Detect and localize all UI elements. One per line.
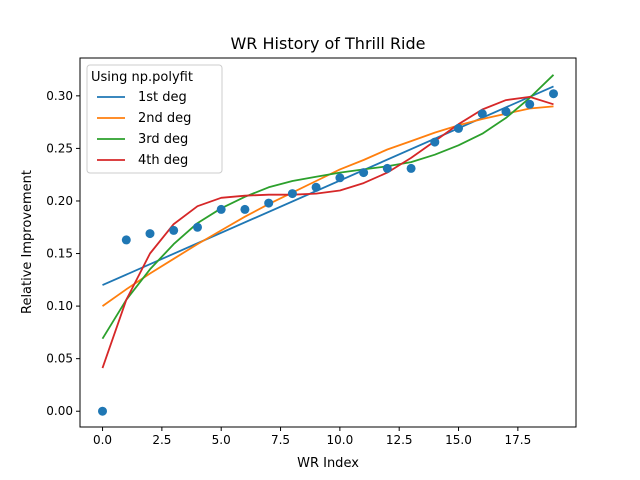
x-tick-label: 2.5 [152, 433, 171, 447]
data-point [382, 163, 392, 173]
x-tick-label: 7.5 [271, 433, 290, 447]
y-tick-label: 0.00 [46, 404, 73, 418]
plot-area: 0.0 2.5 5.0 7.5 10.0 12.5 15.0 17.5 0.00 0.05 0.1… [46, 57, 577, 447]
data-point [264, 198, 274, 208]
data-point [121, 235, 131, 245]
chart-title: WR History of Thrill Ride [230, 34, 425, 53]
data-point [169, 225, 179, 235]
data-point [549, 89, 558, 99]
data-point [525, 99, 535, 109]
data-point [477, 109, 487, 119]
legend-title: Using np.polyfit [91, 70, 193, 85]
data-point [406, 163, 416, 173]
y-axis-ticks: 0.00 0.05 0.10 0.15 0.20 0.25 0.30 [46, 89, 80, 418]
y-tick-label: 0.15 [46, 247, 73, 261]
data-point [240, 204, 250, 214]
data-point [216, 204, 226, 214]
data-point [501, 107, 511, 117]
data-point [311, 182, 321, 192]
legend-entry-label: 1st deg [138, 90, 187, 105]
data-point [454, 123, 463, 133]
plot-frame [79, 57, 577, 428]
x-tick-label: 10.0 [327, 433, 354, 447]
scatter-points [98, 89, 558, 416]
y-tick-label: 0.20 [46, 194, 73, 208]
x-tick-label: 12.5 [386, 433, 413, 447]
data-point [430, 137, 440, 147]
x-axis-ticks: 0.0 2.5 5.0 7.5 10.0 12.5 15.0 17.5 [93, 427, 531, 447]
legend-entry-label: 4th deg [138, 153, 188, 168]
x-axis-label: WR Index [297, 456, 359, 471]
x-tick-label: 15.0 [445, 433, 472, 447]
x-tick-label: 5.0 [212, 433, 231, 447]
legend-frame [86, 64, 223, 174]
y-tick-label: 0.10 [46, 299, 73, 313]
series-lines [101, 74, 555, 369]
series-line-3 [101, 74, 555, 340]
x-tick-label: 17.5 [504, 433, 531, 447]
data-point [287, 189, 297, 199]
data-point [359, 168, 369, 178]
data-point [193, 222, 202, 232]
y-tick-label: 0.30 [46, 89, 73, 103]
legend-entries: 1st deg 2nd deg 3rd deg 4th deg [97, 90, 191, 168]
legend: Using np.polyfit 1st deg 2nd deg 3rd deg 4t… [86, 64, 223, 174]
legend-entry-label: 2nd deg [138, 111, 191, 126]
y-tick-label: 0.25 [46, 141, 73, 155]
data-point [335, 173, 345, 183]
data-point [98, 406, 107, 416]
y-tick-label: 0.05 [46, 352, 73, 366]
y-axis-label: Relative Improvement [20, 170, 35, 314]
data-point [145, 229, 155, 239]
x-tick-label: 0.0 [93, 433, 112, 447]
legend-entry-label: 3rd deg [138, 132, 188, 147]
